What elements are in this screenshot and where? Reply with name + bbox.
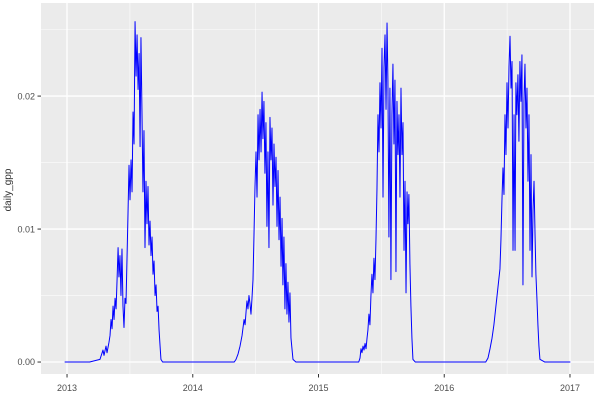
x-tick-label: 2016 <box>434 383 454 393</box>
x-tick-label: 2017 <box>560 383 580 393</box>
y-tick-label: 0.02 <box>17 91 35 101</box>
x-tick-label: 2014 <box>183 383 203 393</box>
y-tick-label: 0.00 <box>17 357 35 367</box>
x-tick-label: 2013 <box>57 383 77 393</box>
y-tick-label: 0.01 <box>17 224 35 234</box>
gpp-line <box>64 21 571 363</box>
x-tick-label: 2015 <box>308 383 328 393</box>
y-axis-title: daily_gpp <box>3 168 14 211</box>
chart-layers: 2013 2014 2015 2016 2017 0.00 0.01 0.02 <box>17 3 594 393</box>
